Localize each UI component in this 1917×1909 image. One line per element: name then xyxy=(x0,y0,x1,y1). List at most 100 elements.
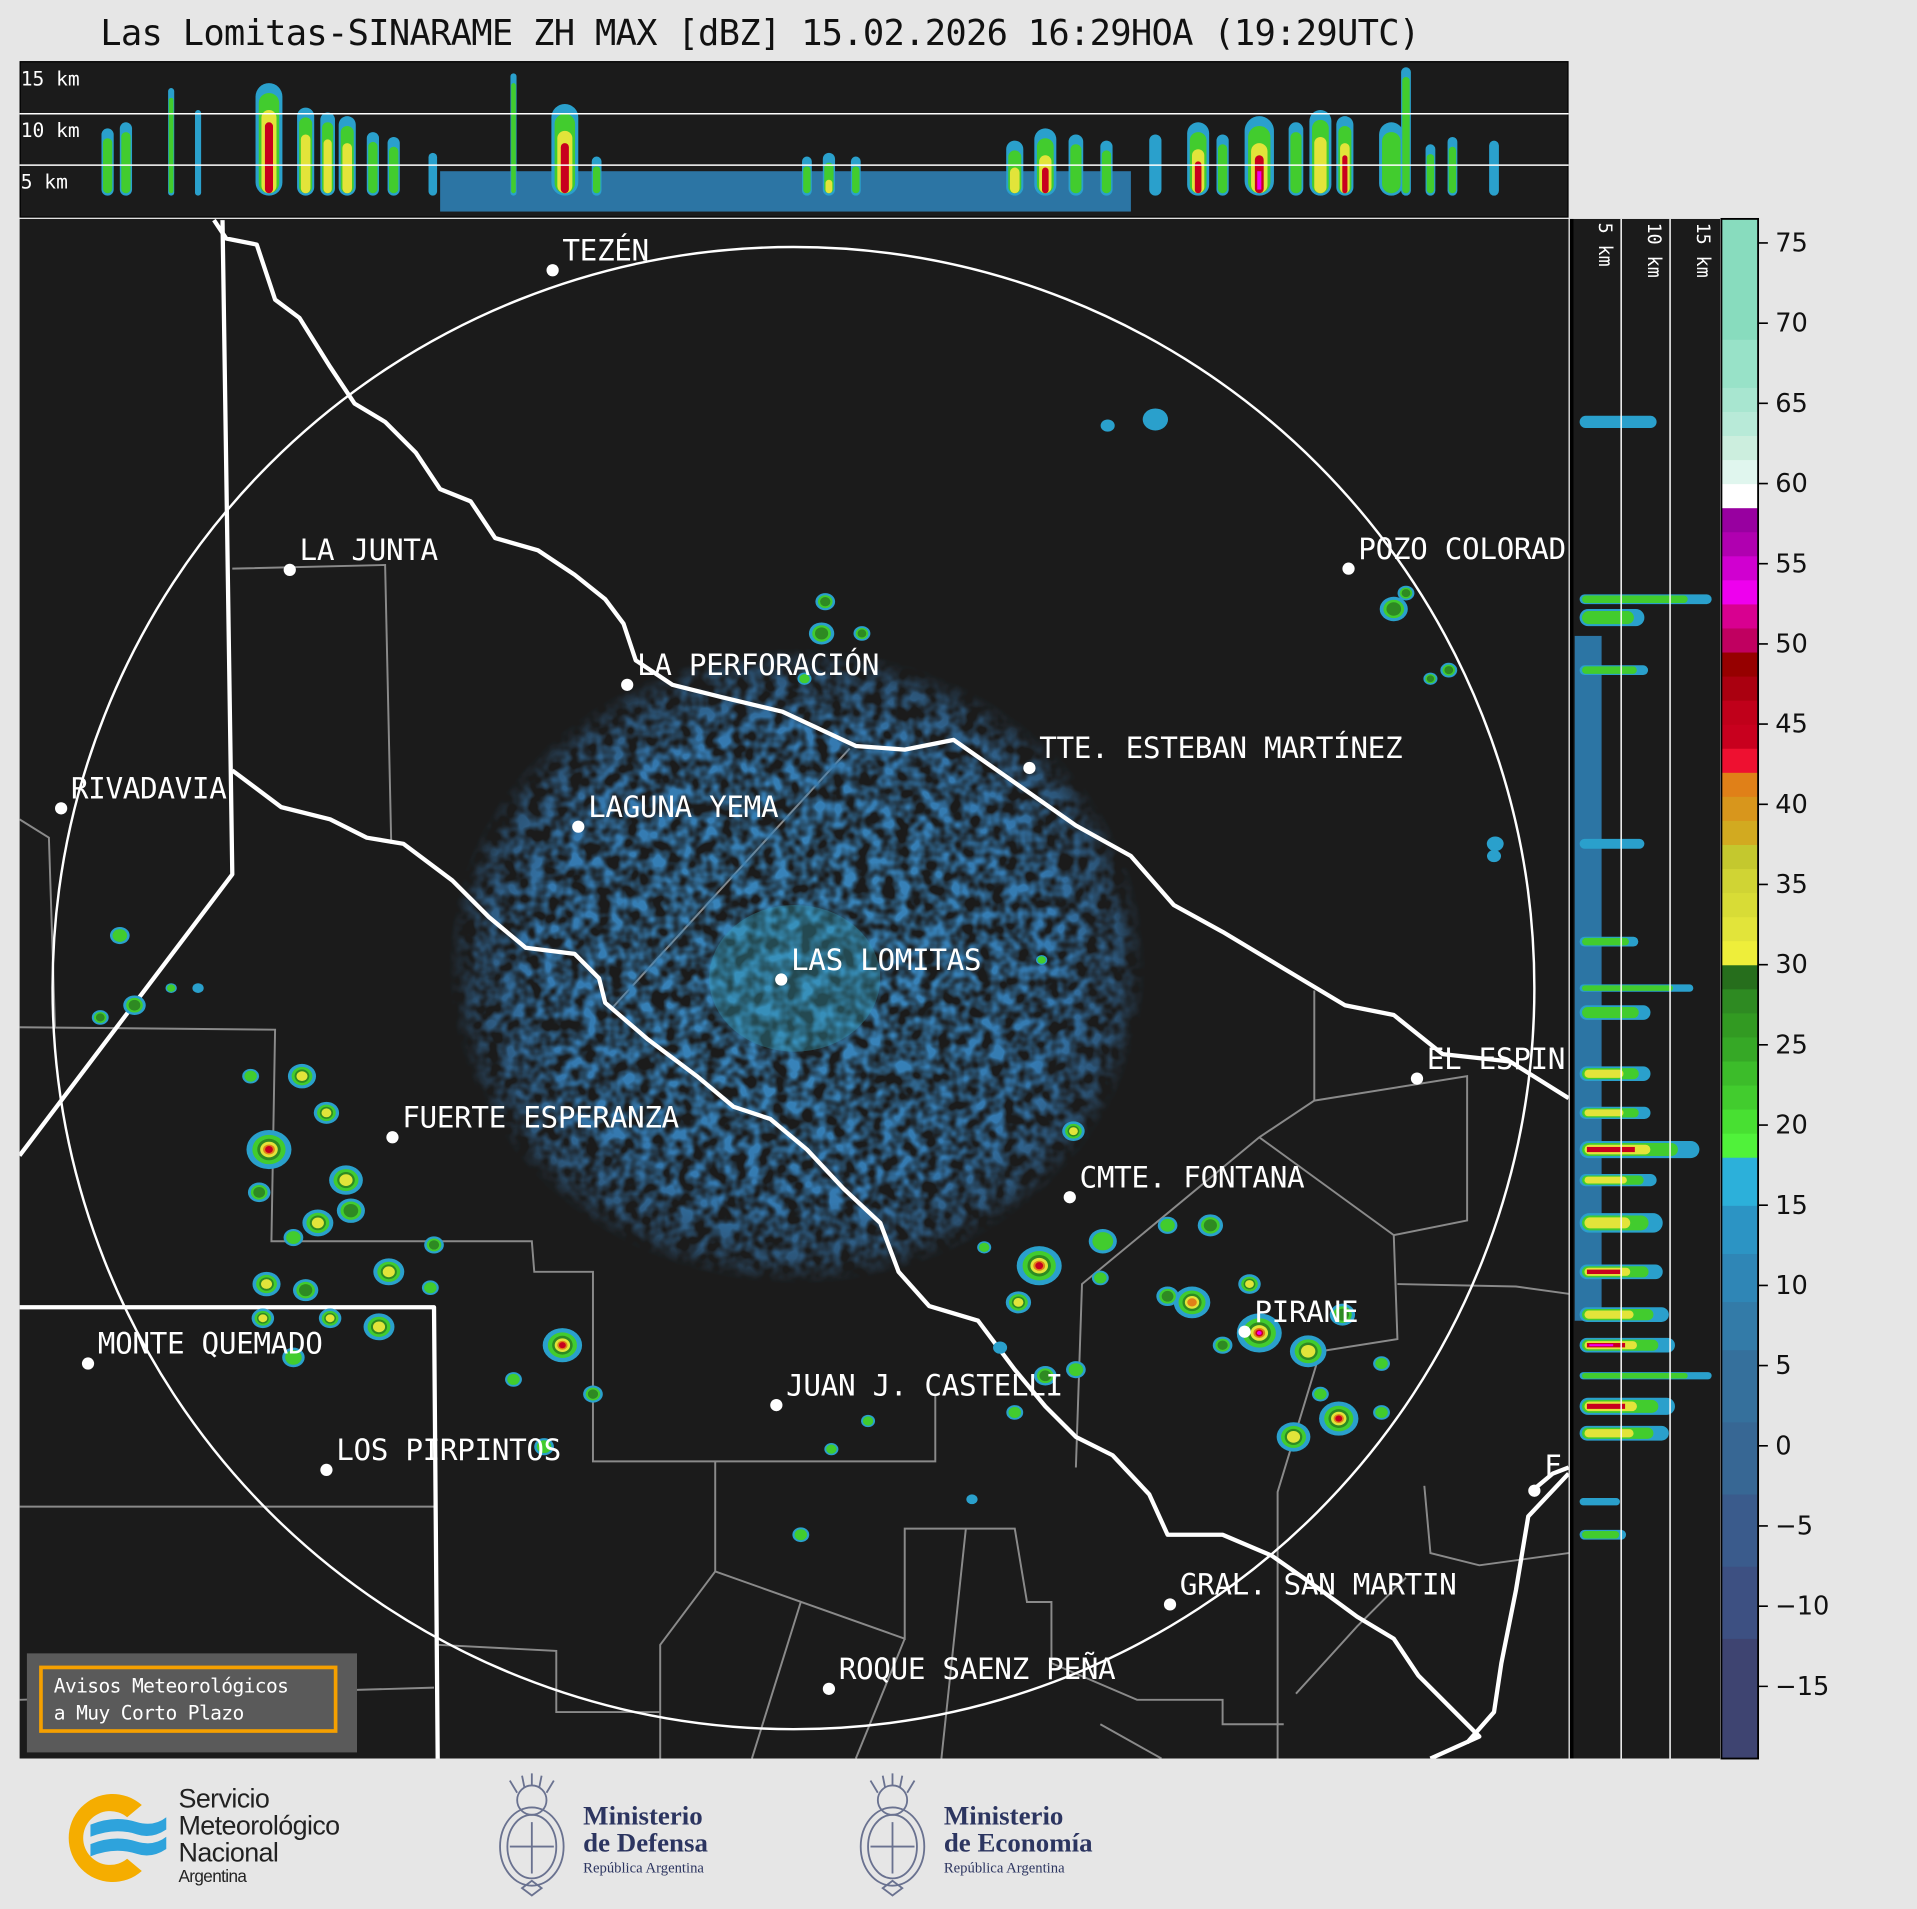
city-marker[interactable]: RIVADAVIA xyxy=(55,772,228,815)
city-marker[interactable]: EL ESPIN xyxy=(1410,1042,1565,1085)
storm-cell xyxy=(242,1068,260,1084)
city-label: FUERTE ESPERANZA xyxy=(402,1101,679,1135)
colorbar-tick-label: 0 xyxy=(1775,1431,1791,1461)
storm-cell xyxy=(363,1313,395,1341)
city-marker[interactable]: LOS PIRPINTOS xyxy=(320,1433,561,1477)
storm-cell xyxy=(1397,585,1415,601)
storm-cell xyxy=(1036,955,1048,965)
city-marker[interactable]: TEZÉN xyxy=(546,232,649,277)
profile-echo-row xyxy=(1579,1307,1669,1322)
profile-echo-row xyxy=(1579,1264,1663,1280)
storm-cell xyxy=(1276,1422,1311,1452)
colorbar-bin xyxy=(1721,1060,1759,1086)
colorbar-bin xyxy=(1721,892,1759,918)
city-dot-icon xyxy=(572,820,585,833)
city-marker[interactable]: F xyxy=(1528,1449,1562,1497)
colorbar-bin xyxy=(1721,1108,1759,1134)
colorbar-tick-label: 55 xyxy=(1775,549,1808,579)
warning-link-frame[interactable]: Avisos Meteorológicos a Muy Corto Plazo xyxy=(39,1665,338,1733)
warning-link-box[interactable]: Avisos Meteorológicos a Muy Corto Plazo xyxy=(26,1653,357,1753)
storm-cells xyxy=(91,408,1504,1543)
profile-echo-column xyxy=(195,110,202,196)
colorbar-bin xyxy=(1721,820,1759,845)
city-label: GRAL. SAN MARTIN xyxy=(1180,1568,1457,1602)
colorbar-tick-label: −5 xyxy=(1775,1512,1813,1542)
city-dot-icon xyxy=(546,264,559,277)
city-dot-icon xyxy=(1342,562,1355,575)
colorbar-bin xyxy=(1721,1084,1759,1110)
colorbar-bin xyxy=(1721,435,1759,461)
profile-echo-column xyxy=(387,136,400,196)
profile-echo-column xyxy=(1379,122,1404,196)
city-dot-icon xyxy=(1063,1191,1076,1204)
city-label: PIRANE xyxy=(1254,1295,1358,1329)
city-marker[interactable]: GRAL. SAN MARTIN xyxy=(1163,1568,1457,1611)
city-marker[interactable]: LAGUNA YEMA xyxy=(572,790,779,833)
profile-echo-column xyxy=(1489,140,1499,196)
colorbar-frame xyxy=(1720,217,1760,1760)
storm-cell xyxy=(808,622,835,645)
storm-cell xyxy=(824,1443,839,1456)
storm-cell xyxy=(1005,1291,1032,1314)
storm-cell xyxy=(1212,1336,1233,1354)
city-dot-icon xyxy=(1238,1325,1251,1338)
profile-echo-row xyxy=(1579,1106,1651,1119)
economia-text-3: República Argentina xyxy=(943,1858,1065,1876)
city-marker[interactable]: PIRANE xyxy=(1238,1295,1358,1338)
storm-cell xyxy=(283,1229,304,1247)
boundary-line xyxy=(1314,1075,1469,1237)
boundary-line xyxy=(1397,1283,1569,1295)
ground-clutter-echo xyxy=(448,648,1146,1285)
storm-cell xyxy=(1066,1361,1086,1379)
colorbar-bin xyxy=(1721,411,1759,437)
city-label: TEZÉN xyxy=(562,232,648,267)
colorbar-bin xyxy=(1721,1421,1759,1495)
city-marker[interactable]: LA PERFORACIÓN xyxy=(621,646,879,691)
storm-cell xyxy=(421,1280,439,1296)
warning-link-line2: a Muy Corto Plazo xyxy=(53,1701,244,1725)
storm-cell xyxy=(1157,1216,1178,1234)
colorbar-tick-label: 10 xyxy=(1775,1271,1808,1301)
colorbar-tick-label: 5 xyxy=(1775,1351,1791,1381)
city-marker[interactable]: POZO COLORAD xyxy=(1342,532,1566,575)
colorbar-bin xyxy=(1721,483,1759,509)
storm-cell xyxy=(1486,849,1502,863)
city-marker[interactable]: FUERTE ESPERANZA xyxy=(386,1101,680,1144)
storm-cell xyxy=(109,926,130,945)
profile-echo-column xyxy=(338,116,356,196)
profile-echo-column xyxy=(297,107,315,196)
city-label: F xyxy=(1544,1449,1561,1483)
colorbar-bin xyxy=(1721,579,1759,605)
storm-cell xyxy=(1088,1229,1117,1254)
storm-cell xyxy=(1319,1401,1359,1436)
profile-echo-column xyxy=(591,156,602,196)
city-dot-icon xyxy=(1528,1484,1541,1497)
city-marker[interactable]: ROQUE SAENZ PEÑA xyxy=(822,1651,1116,1695)
city-marker[interactable]: LA JUNTA xyxy=(283,533,439,576)
profile-echo-column xyxy=(366,132,380,196)
radar-map[interactable]: TEZÉN LA JUNTA POZO COLORAD LA PERFORACIÓN T… xyxy=(19,218,1569,1759)
side-height-label-15km: 15 km xyxy=(1692,223,1713,278)
profile-echo-row xyxy=(1579,838,1645,849)
colorbar-bin xyxy=(1721,507,1759,533)
city-marker[interactable]: JUAN J. CASTELLI xyxy=(770,1368,1063,1412)
city-marker[interactable]: CMTE. FONTANA xyxy=(1063,1160,1305,1204)
colorbar-bin xyxy=(1721,1349,1759,1423)
city-marker[interactable]: LAS LOMITAS xyxy=(775,943,982,986)
economia-text-2: de Economía xyxy=(943,1827,1093,1858)
storm-cell xyxy=(1006,1405,1024,1420)
city-marker[interactable]: MONTE QUEMADO xyxy=(81,1327,323,1370)
city-label: LAS LOMITAS xyxy=(791,943,981,977)
storm-cell xyxy=(861,1414,876,1428)
colorbar-bin xyxy=(1721,772,1759,797)
colorbar-bin xyxy=(1721,1253,1759,1303)
colorbar-bin xyxy=(1721,1133,1759,1158)
profile-echo-row xyxy=(1579,594,1712,605)
storm-cell xyxy=(1440,662,1458,678)
profile-echo-column xyxy=(802,156,812,196)
profile-echo-row xyxy=(1579,1005,1651,1020)
colorbar-tick-label: −10 xyxy=(1775,1592,1829,1622)
profile-echo-column xyxy=(1336,116,1354,196)
profile-clutter xyxy=(1574,635,1602,1321)
city-marker[interactable]: TTE. ESTEBAN MARTÍNEZ xyxy=(1023,730,1403,775)
